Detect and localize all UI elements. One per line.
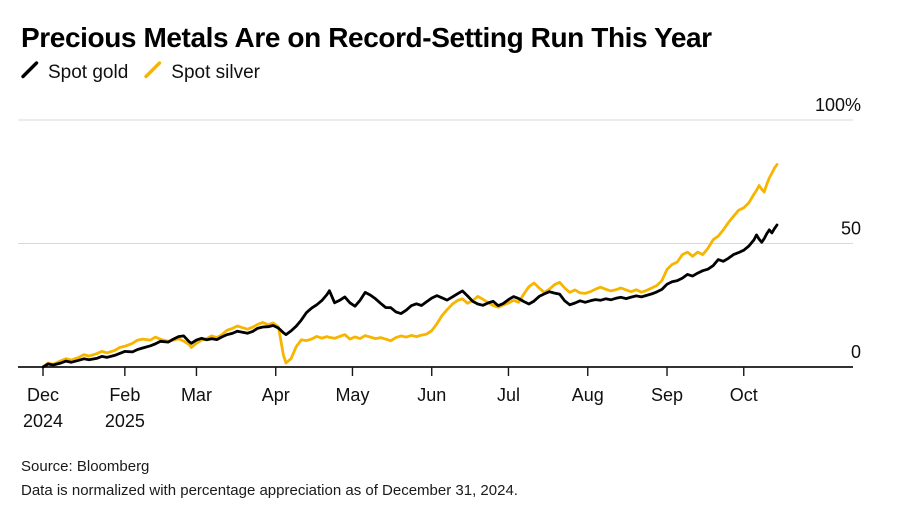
svg-text:Oct: Oct	[730, 385, 758, 405]
svg-text:100%: 100%	[815, 95, 861, 115]
svg-text:50: 50	[841, 219, 861, 239]
spot-silver-line-icon	[143, 60, 163, 85]
svg-text:Sep: Sep	[651, 385, 683, 405]
legend-item-spot-gold: Spot gold	[20, 60, 128, 85]
footer-note: Data is normalized with percentage appre…	[21, 482, 518, 499]
svg-text:May: May	[335, 385, 369, 405]
legend-item-spot-silver: Spot silver	[143, 60, 260, 85]
svg-text:Feb: Feb	[109, 385, 140, 405]
legend-item-label: Spot gold	[48, 61, 129, 83]
footer: Source: Bloomberg Data is normalized wit…	[21, 455, 518, 503]
page-title: Precious Metals Are on Record-Setting Ru…	[21, 22, 712, 53]
svg-text:0: 0	[851, 342, 861, 362]
svg-text:Jul: Jul	[497, 385, 520, 405]
svg-text:Apr: Apr	[262, 385, 290, 405]
spot-gold-line-icon	[20, 60, 40, 85]
svg-text:2025: 2025	[105, 411, 145, 431]
legend: Spot gold Spot silver	[20, 60, 260, 85]
legend-item-label: Spot silver	[171, 61, 260, 83]
svg-text:Jun: Jun	[417, 385, 446, 405]
svg-text:Aug: Aug	[572, 385, 604, 405]
footer-source: Source: Bloomberg	[21, 458, 150, 475]
svg-text:Dec: Dec	[27, 385, 59, 405]
svg-text:Mar: Mar	[181, 385, 212, 405]
svg-text:2024: 2024	[23, 411, 63, 431]
